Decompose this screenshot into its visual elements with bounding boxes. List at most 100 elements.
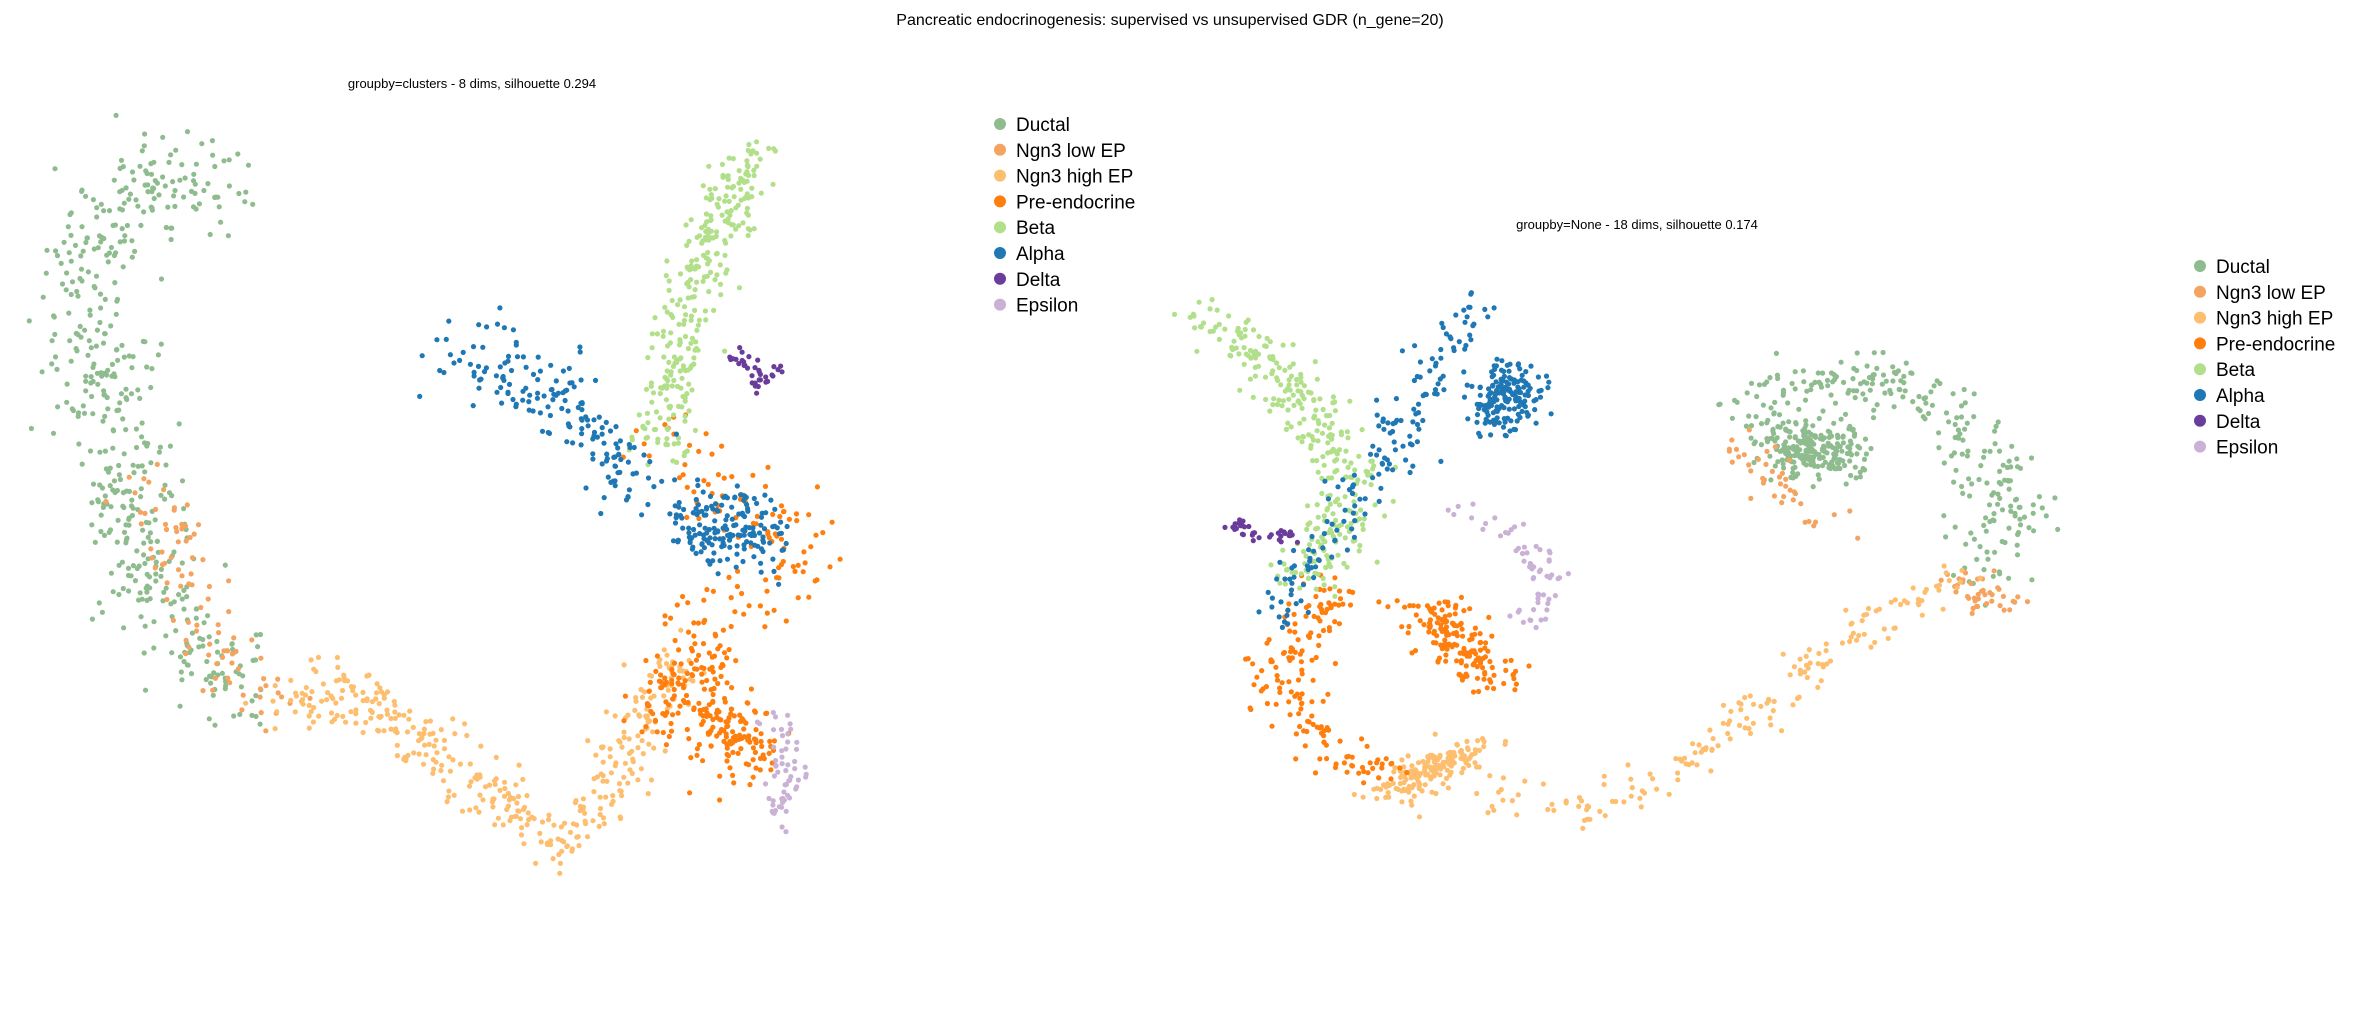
data-point-ngn3-high-ep	[364, 698, 370, 704]
data-point-ngn3-high-ep	[416, 731, 422, 737]
data-point-delta	[1233, 521, 1239, 527]
data-point-ductal	[114, 346, 120, 353]
data-point-ductal	[117, 476, 123, 483]
data-point-ngn3-low-ep	[226, 609, 232, 615]
data-point-ductal	[119, 187, 125, 193]
data-point-pre-endocrine	[777, 513, 783, 520]
data-point-beta	[723, 270, 729, 276]
data-point-ductal	[1847, 423, 1853, 429]
data-point-ngn3-low-ep	[159, 549, 165, 555]
data-point-ngn3-high-ep	[308, 709, 314, 715]
data-point-alpha	[441, 369, 447, 376]
data-point-epsilon	[1555, 576, 1561, 582]
data-point-ngn3-high-ep	[243, 700, 249, 706]
data-point-pre-endocrine	[1312, 770, 1319, 776]
data-point-beta	[1315, 525, 1321, 531]
data-point-ngn3-high-ep	[629, 770, 635, 777]
data-point-beta	[1251, 352, 1257, 358]
data-point-beta	[1312, 570, 1318, 576]
data-point-beta	[736, 285, 743, 291]
data-point-epsilon	[1546, 558, 1552, 564]
data-point-pre-endocrine	[1281, 649, 1287, 656]
data-point-alpha	[526, 399, 532, 405]
data-point-ductal	[1839, 448, 1845, 454]
data-point-alpha	[1499, 358, 1505, 364]
data-point-alpha	[1427, 368, 1433, 374]
panel-title-clusters: groupby=clusters - 8 dims, silhouette 0.…	[348, 76, 596, 91]
data-point-ductal	[135, 387, 141, 393]
data-point-ngn3-high-ep	[1823, 641, 1829, 647]
data-point-alpha	[711, 525, 717, 531]
data-point-beta	[1299, 405, 1305, 411]
data-point-ductal	[94, 205, 100, 211]
data-point-pre-endocrine	[744, 700, 750, 706]
data-point-alpha	[1287, 576, 1293, 582]
data-point-beta	[745, 226, 752, 232]
data-point-pre-endocrine	[795, 562, 801, 568]
data-point-pre-endocrine	[739, 590, 745, 597]
data-point-alpha	[1315, 557, 1322, 563]
data-point-ductal	[1990, 573, 1996, 579]
data-point-ngn3-high-ep	[1747, 730, 1754, 737]
data-point-ngn3-high-ep	[573, 798, 579, 804]
data-point-alpha	[1440, 324, 1446, 331]
data-point-epsilon	[780, 795, 786, 802]
data-point-ductal	[176, 592, 182, 598]
data-point-ductal	[2030, 502, 2036, 508]
data-point-beta	[1323, 413, 1329, 419]
data-point-ngn3-low-ep	[1781, 493, 1787, 500]
data-point-ductal	[97, 319, 103, 326]
data-point-ngn3-high-ep	[550, 856, 556, 862]
data-point-alpha	[1309, 533, 1315, 540]
data-point-ngn3-high-ep	[486, 782, 493, 788]
data-point-ductal	[1820, 370, 1826, 376]
data-point-ductal	[1910, 399, 1916, 405]
data-point-epsilon	[769, 808, 775, 814]
data-point-ductal	[111, 177, 117, 183]
legend-marker-ngn3-high-ep	[2194, 311, 2206, 324]
data-point-ductal	[242, 199, 248, 205]
data-point-ductal	[49, 338, 55, 344]
data-point-pre-endocrine	[696, 741, 703, 748]
data-point-ngn3-high-ep	[450, 757, 456, 763]
data-point-beta	[688, 217, 694, 223]
data-point-ductal	[131, 470, 137, 476]
data-point-ductal	[211, 670, 217, 676]
data-point-pre-endocrine	[648, 708, 654, 715]
data-point-ductal	[188, 671, 195, 677]
data-point-beta	[1295, 435, 1301, 441]
data-point-ngn3-high-ep	[646, 718, 653, 724]
data-point-ductal	[1790, 465, 1796, 471]
data-point-ngn3-high-ep	[1476, 747, 1482, 754]
data-point-alpha	[1414, 421, 1421, 428]
data-point-ngn3-low-ep	[2000, 593, 2006, 600]
data-point-ductal	[2052, 495, 2058, 501]
data-point-pre-endocrine	[1309, 657, 1315, 663]
data-point-ductal	[178, 669, 184, 675]
data-point-ngn3-high-ep	[427, 718, 433, 724]
data-point-epsilon	[1512, 524, 1518, 530]
data-point-ductal	[1870, 415, 1877, 421]
data-point-alpha	[645, 501, 651, 508]
data-point-ductal	[102, 448, 108, 454]
data-point-ductal	[1816, 476, 1822, 482]
data-point-pre-endocrine	[696, 652, 702, 659]
data-point-ngn3-high-ep	[373, 690, 380, 696]
data-point-ductal	[157, 444, 163, 450]
data-point-ductal	[1768, 477, 1774, 483]
data-point-ductal	[102, 296, 108, 302]
data-point-pre-endocrine	[701, 665, 707, 672]
data-point-pre-endocrine	[652, 718, 659, 724]
data-point-pre-endocrine	[737, 732, 743, 738]
data-point-alpha	[1393, 396, 1399, 402]
data-point-alpha	[1281, 619, 1288, 625]
data-point-alpha	[601, 440, 607, 446]
data-point-beta	[661, 354, 667, 360]
data-point-alpha	[451, 360, 457, 366]
data-point-delta	[752, 380, 758, 386]
data-point-alpha	[760, 539, 767, 545]
data-point-epsilon	[1469, 515, 1475, 521]
legend-label-epsilon: Epsilon	[2216, 438, 2278, 459]
data-point-pre-endocrine	[712, 676, 718, 682]
data-point-alpha	[1502, 395, 1508, 401]
